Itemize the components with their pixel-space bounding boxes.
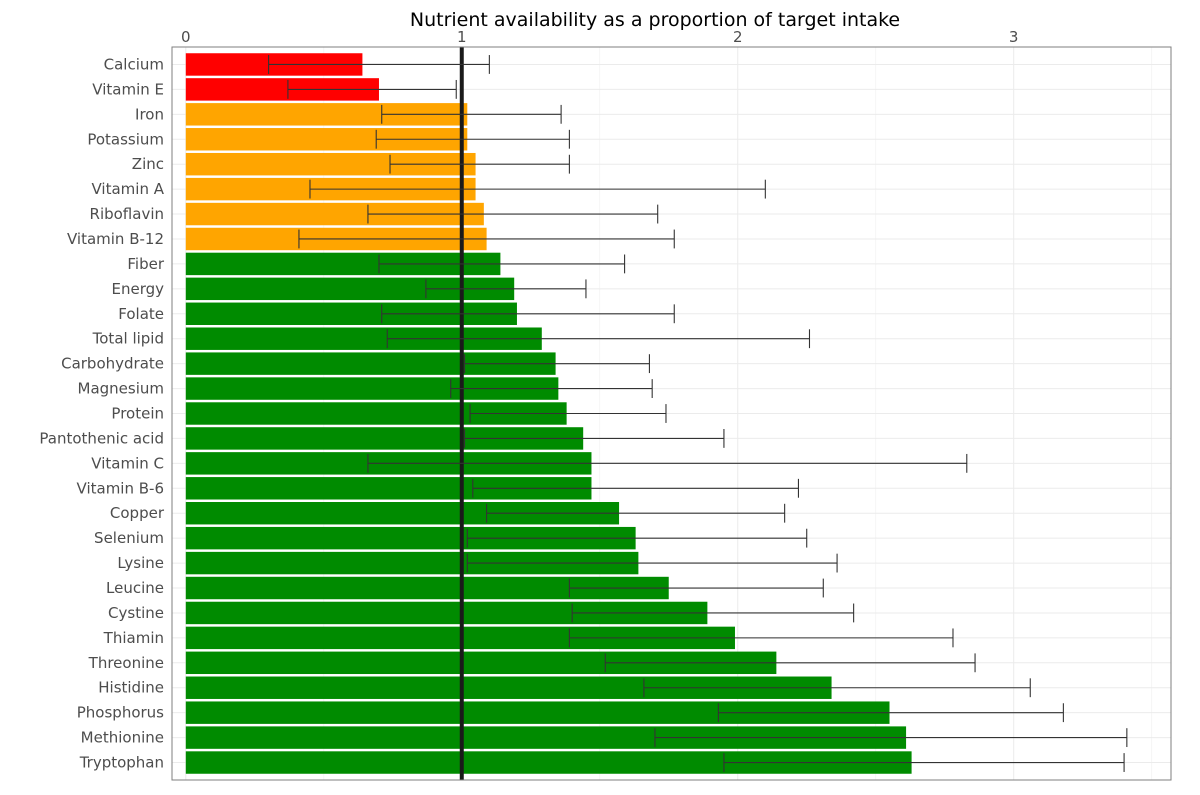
bar — [185, 128, 468, 151]
y-tick-label: Magnesium — [78, 380, 165, 398]
error-bar — [367, 204, 659, 224]
y-tick-label: Energy — [111, 280, 164, 298]
chart-title: Nutrient availability as a proportion of… — [410, 9, 900, 31]
y-tick-label: Vitamin B-12 — [67, 230, 164, 248]
y-tick-label: Vitamin A — [92, 180, 165, 198]
y-tick-label: Phosphorus — [77, 704, 164, 722]
y-tick-label: Vitamin B-6 — [77, 479, 164, 497]
x-tick-label: 2 — [733, 28, 743, 46]
bar — [185, 676, 832, 699]
y-tick-label: Pantothenic acid — [39, 429, 164, 447]
error-bar — [298, 229, 675, 249]
bar — [185, 327, 542, 350]
error-bar — [469, 404, 667, 423]
y-tick-label: Cystine — [108, 604, 164, 622]
bar — [185, 477, 592, 500]
bar — [185, 726, 907, 749]
y-tick-label: Carbohydrate — [61, 355, 164, 373]
bar — [185, 302, 517, 325]
bar — [185, 502, 620, 525]
y-tick-label: Folate — [118, 305, 164, 323]
error-bar — [723, 753, 1125, 772]
error-bar — [486, 503, 786, 523]
error-bar — [463, 354, 650, 374]
bar — [185, 551, 639, 575]
y-tick-label: Calcium — [104, 55, 164, 73]
x-tick-label: 0 — [181, 28, 191, 46]
y-tick-label: Fiber — [127, 255, 164, 273]
error-bar — [386, 329, 811, 349]
x-tick-label: 1 — [457, 28, 467, 46]
error-bar — [309, 179, 766, 199]
bar — [185, 103, 468, 126]
y-axis-labels: Calcium Vitamin E Iron Potassium Zinc Vitamin… — [39, 55, 164, 771]
bar — [185, 402, 567, 425]
error-bar — [287, 79, 457, 99]
error-bars — [268, 55, 1128, 772]
error-bar — [643, 678, 1031, 698]
bar — [185, 277, 515, 301]
error-bar — [568, 628, 954, 648]
y-tick-label: Vitamin E — [92, 80, 164, 98]
bar — [185, 601, 708, 625]
y-tick-label: Threonine — [88, 654, 164, 672]
bar — [185, 377, 559, 400]
bar — [185, 78, 379, 101]
y-tick-label: Histidine — [98, 679, 164, 697]
error-bar — [604, 653, 976, 673]
error-bar — [389, 154, 570, 174]
error-bar — [378, 254, 626, 274]
error-bar — [450, 379, 653, 398]
error-bar — [367, 453, 968, 473]
x-axis-labels: 0 1 2 3 — [181, 28, 1018, 46]
error-bar — [466, 553, 838, 573]
bar — [185, 751, 912, 774]
error-bar — [571, 603, 855, 623]
bar — [185, 526, 636, 550]
bar — [185, 152, 476, 176]
bar — [185, 427, 584, 450]
error-bar — [375, 129, 570, 149]
x-tick-label: 3 — [1009, 28, 1019, 46]
y-tick-label: Thiamin — [103, 629, 164, 647]
y-tick-label: Zinc — [132, 155, 164, 173]
y-tick-label: Riboflavin — [90, 205, 164, 223]
bar — [185, 202, 484, 226]
bar — [185, 576, 669, 600]
error-bar — [472, 478, 799, 498]
y-tick-label: Methionine — [81, 729, 164, 747]
y-tick-label: Total lipid — [92, 330, 164, 348]
error-bar — [717, 703, 1064, 723]
y-tick-label: Leucine — [106, 579, 164, 597]
bar — [185, 252, 501, 276]
error-bar — [381, 304, 675, 324]
y-tick-label: Vitamin C — [91, 454, 164, 472]
error-bar — [268, 55, 490, 74]
y-tick-label: Iron — [135, 105, 164, 123]
y-tick-label: Selenium — [94, 529, 164, 547]
plot-panel-border — [171, 46, 1172, 781]
y-tick-label: Potassium — [87, 130, 164, 148]
y-tick-label: Tryptophan — [79, 754, 164, 772]
error-bar — [568, 578, 824, 598]
error-bar — [463, 429, 725, 448]
error-bar — [654, 728, 1128, 748]
error-bar — [381, 104, 562, 124]
error-bar — [466, 528, 808, 548]
y-tick-label: Lysine — [117, 554, 164, 572]
bar — [185, 701, 890, 724]
y-tick-label: Copper — [110, 504, 165, 522]
y-tick-label: Protein — [111, 405, 164, 423]
bars — [185, 53, 912, 774]
bar — [185, 651, 777, 675]
error-bar — [425, 279, 587, 299]
